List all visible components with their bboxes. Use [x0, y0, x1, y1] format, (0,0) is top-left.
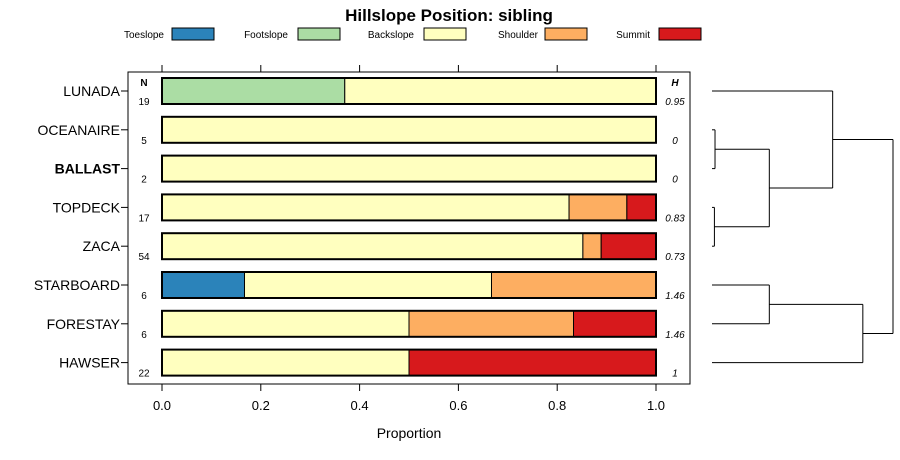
legend-label-footslope: Footslope	[244, 30, 288, 41]
legend-swatch-summit	[658, 27, 702, 41]
legend-swatch-backslope	[423, 27, 467, 41]
n-value: 22	[138, 369, 150, 380]
bar-outline	[161, 115, 657, 144]
h-value: 0.83	[665, 213, 685, 224]
row-label: ZACA	[83, 238, 121, 254]
n-column-header: N	[140, 78, 147, 89]
bar-segment-backslope	[344, 77, 657, 105]
row-forestay: FORESTAY 6 1.46	[47, 309, 685, 341]
legend-swatch-footslope	[297, 27, 341, 41]
h-value: 1	[672, 369, 678, 380]
bar-rows: LUNADA 19 0.95 OCEANAIRE 5 0 BALLAST 2 0 TOPDECK 1…	[34, 77, 685, 380]
plot-frame	[127, 71, 691, 385]
legend-swatch-shoulder	[544, 27, 588, 41]
bar-outline	[161, 154, 657, 183]
bar-segment-backslope	[161, 116, 657, 144]
x-tick-label: 0.4	[351, 398, 369, 413]
bar-segment-backslope	[161, 193, 570, 221]
bar-segment-backslope	[161, 155, 657, 183]
row-lunada: LUNADA 19 0.95	[63, 77, 685, 108]
h-column-header: H	[671, 78, 679, 89]
bar-outline	[161, 77, 657, 105]
bar-outline	[161, 348, 657, 377]
chart-title: Hillslope Position: sibling	[345, 6, 553, 25]
row-starboard: STARBOARD 6 1.46	[34, 271, 685, 302]
bar-segment-summit	[626, 193, 657, 221]
bar-segment-shoulder	[490, 271, 657, 299]
legend-label-summit: Summit	[616, 30, 650, 41]
h-value: 0.73	[665, 252, 685, 263]
legend-label-shoulder: Shoulder	[498, 30, 539, 41]
bar-segment-summit	[573, 310, 657, 338]
row-topdeck: TOPDECK 17 0.83	[53, 193, 685, 224]
bar-outline	[161, 271, 657, 299]
bar-segment-shoulder	[568, 193, 628, 221]
row-label: LUNADA	[63, 83, 120, 99]
bar-segment-shoulder	[582, 232, 602, 260]
bar-segment-footslope	[161, 77, 346, 105]
row-oceanaire: OCEANAIRE 5 0	[38, 115, 678, 147]
h-value: 1.46	[665, 291, 685, 302]
legend-swatch-toeslope	[171, 27, 215, 41]
bar-segment-toeslope	[161, 271, 245, 299]
bar-segment-backslope	[243, 271, 492, 299]
row-zaca: ZACA 54 0.73	[83, 232, 685, 263]
row-hawser: HAWSER 22 1	[59, 348, 678, 380]
row-label: FORESTAY	[47, 316, 121, 332]
bar-outline	[161, 232, 657, 261]
row-label: OCEANAIRE	[38, 122, 120, 138]
bar-outline	[161, 309, 657, 338]
n-value: 6	[141, 330, 147, 341]
bar-segment-summit	[408, 349, 657, 377]
h-value: 0	[672, 136, 678, 147]
axis-ticks: 0.0 0.2 0.4 0.6 0.8 1.0	[153, 65, 665, 413]
legend-label-toeslope: Toeslope	[124, 30, 164, 41]
legend: Toeslope Footslope Backslope Shoulder Summit	[124, 27, 702, 41]
row-ballast: BALLAST 2 0	[55, 154, 678, 186]
x-tick-label: 0.0	[153, 398, 171, 413]
bar-outline	[161, 193, 657, 222]
legend-label-backslope: Backslope	[368, 30, 415, 41]
h-value: 1.46	[665, 330, 685, 341]
bar-segment-backslope	[161, 349, 410, 377]
row-label: BALLAST	[55, 161, 121, 177]
h-value: 0.95	[665, 97, 685, 108]
dendrogram	[712, 90, 894, 364]
x-tick-label: 0.6	[449, 398, 467, 413]
x-tick-label: 0.8	[548, 398, 566, 413]
bar-segment-backslope	[161, 232, 584, 260]
h-value: 0	[672, 175, 678, 186]
row-label: TOPDECK	[53, 199, 121, 215]
n-value: 6	[141, 291, 147, 302]
n-value: 2	[141, 175, 147, 186]
n-value: 19	[138, 97, 150, 108]
row-label: STARBOARD	[34, 277, 120, 293]
row-label: HAWSER	[59, 355, 120, 371]
n-value: 17	[138, 213, 150, 224]
x-axis-label: Proportion	[377, 425, 442, 441]
n-value: 5	[141, 136, 147, 147]
x-tick-label: 0.2	[252, 398, 270, 413]
n-value: 54	[138, 252, 150, 263]
x-tick-label: 1.0	[647, 398, 665, 413]
bar-segment-shoulder	[408, 310, 575, 338]
bar-segment-summit	[600, 232, 657, 260]
bar-segment-backslope	[161, 310, 410, 338]
